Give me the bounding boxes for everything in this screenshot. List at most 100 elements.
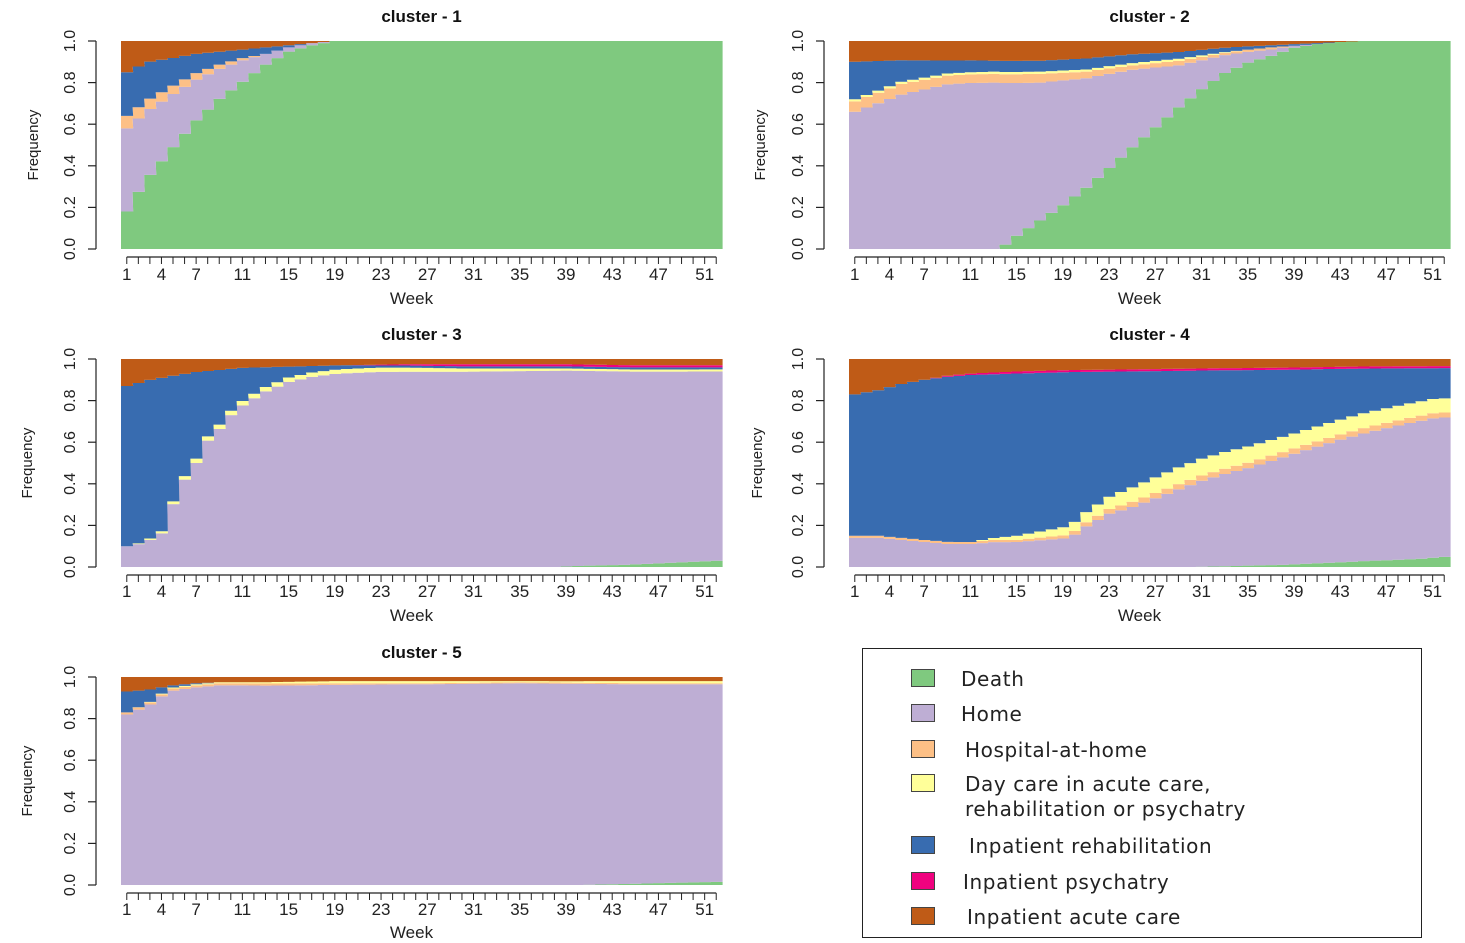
x-tick-label: 23: [372, 900, 391, 919]
x-tick-label: 39: [557, 900, 576, 919]
x-tick-label: 27: [418, 582, 437, 601]
x-tick-label: 1: [122, 265, 131, 284]
y-tick-label: 0.6: [790, 113, 807, 135]
y-tick-label: 0.6: [790, 431, 807, 453]
area-hah: [849, 41, 1451, 112]
area-hah: [849, 412, 1451, 545]
x-tick-label: 7: [919, 265, 928, 284]
area-rehab: [849, 368, 1451, 542]
x-tick-label: 31: [1192, 265, 1211, 284]
area-death: [849, 41, 1451, 249]
panel-title: cluster - 4: [1109, 325, 1190, 344]
x-tick-label: 43: [603, 265, 622, 284]
legend-item-inpatient-rehabilitation: Inpatient rehabilitation: [911, 834, 1212, 859]
y-axis-label: Frequency: [752, 109, 769, 180]
y-tick-label: 1.0: [62, 30, 79, 52]
x-axis-label: Week: [390, 606, 434, 625]
x-tick-label: 27: [1146, 265, 1165, 284]
x-tick-label: 47: [1377, 582, 1396, 601]
y-tick-label: 0.2: [62, 196, 79, 218]
panel-title: cluster - 1: [381, 7, 461, 26]
x-tick-label: 15: [1007, 582, 1026, 601]
x-tick-label: 4: [157, 265, 166, 284]
legend-swatch-death: [911, 669, 935, 687]
panel-title: cluster - 2: [1109, 7, 1189, 26]
x-tick-label: 7: [191, 900, 200, 919]
x-tick-label: 23: [372, 582, 391, 601]
panel-title: cluster - 3: [381, 325, 461, 344]
x-tick-label: 35: [1238, 265, 1257, 284]
x-tick-label: 31: [464, 265, 483, 284]
area-home: [121, 370, 723, 567]
y-tick-label: 0.2: [62, 514, 79, 536]
x-tick-label: 39: [557, 582, 576, 601]
legend-swatch-day-care: [911, 774, 935, 792]
area-daycare: [849, 398, 1451, 542]
legend-label-inpatient-acute-care: Inpatient acute care: [967, 905, 1181, 929]
x-tick-label: 15: [279, 582, 298, 601]
area-rehab: [121, 365, 723, 547]
x-tick-label: 47: [1377, 265, 1396, 284]
x-tick-label: 23: [372, 265, 391, 284]
x-tick-label: 31: [464, 582, 483, 601]
x-tick-label: 31: [1192, 582, 1211, 601]
area-rehab: [849, 41, 1451, 100]
x-tick-label: 1: [122, 900, 131, 919]
y-axis-label: Frequency: [25, 109, 42, 180]
legend-label-inpatient-psychatry: Inpatient psychatry: [963, 870, 1170, 894]
x-tick-label: 43: [1331, 265, 1350, 284]
x-tick-label: 4: [157, 582, 166, 601]
y-tick-label: 0.0: [790, 238, 807, 260]
y-tick-label: 0.0: [62, 874, 79, 896]
x-tick-label: 27: [418, 265, 437, 284]
area-acute: [849, 41, 1451, 62]
legend-swatch-home: [911, 704, 935, 722]
x-tick-label: 19: [325, 900, 344, 919]
legend-label-day-care: Day care in acute care, rehabilitation o…: [965, 772, 1246, 822]
x-tick-label: 4: [885, 265, 894, 284]
x-axis-label: Week: [1118, 606, 1162, 625]
x-tick-label: 11: [234, 582, 252, 601]
x-tick-label: 27: [1146, 582, 1165, 601]
area-acute: [121, 359, 723, 387]
legend-swatch-hospital-at-home: [911, 740, 935, 758]
y-tick-label: 0.6: [62, 749, 79, 771]
y-tick-label: 0.0: [62, 238, 79, 260]
y-tick-label: 0.2: [790, 196, 807, 218]
x-tick-label: 15: [279, 265, 298, 284]
area-home: [849, 417, 1451, 567]
panel-cluster-3: cluster - 3 0.0 0.2 0.4 0.6 0.8 1.0 Frequency 1 4…: [19, 325, 723, 625]
x-tick-label: 4: [157, 900, 166, 919]
x-tick-label: 51: [695, 900, 714, 919]
x-tick-label: 39: [1285, 265, 1304, 284]
y-tick-label: 0.4: [62, 473, 79, 495]
y-tick-label: 0.4: [62, 791, 79, 813]
x-tick-label: 51: [1423, 582, 1442, 601]
x-tick-label: 15: [1007, 265, 1026, 284]
area-acute: [121, 677, 723, 692]
legend-item-inpatient-acute-care: Inpatient acute care: [911, 905, 1181, 930]
x-tick-label: 47: [649, 900, 668, 919]
legend-label-hospital-at-home: Hospital-at-home: [965, 738, 1148, 762]
panel-cluster-5: cluster - 5 0.0 0.2 0.4 0.6 0.8 1.0 Frequency 1 4…: [19, 643, 723, 942]
area-death: [121, 41, 723, 249]
area-psych: [849, 366, 1451, 395]
y-axis-label: Frequency: [19, 427, 36, 498]
y-tick-label: 0.2: [62, 832, 79, 854]
y-tick-label: 1.0: [62, 348, 79, 370]
panel-cluster-4: cluster - 4 0.0 0.2 0.4 0.6 0.8 1.0 Frequency 1 4…: [749, 325, 1451, 625]
y-tick-label: 1.0: [790, 30, 807, 52]
area-acute: [849, 359, 1451, 395]
x-tick-label: 11: [962, 265, 980, 284]
y-tick-label: 0.6: [62, 431, 79, 453]
legend-swatch-inpatient-acute-care: [911, 907, 935, 925]
y-tick-label: 0.4: [62, 155, 79, 177]
legend-item-day-care: Day care in acute care, rehabilitation o…: [911, 772, 1246, 822]
legend-label-death: Death: [961, 667, 1025, 691]
x-tick-label: 7: [919, 582, 928, 601]
panel-cluster-1: cluster - 1 0.0 0.2 0.4 0.6 0.8 1.0 Frequency 1 4…: [25, 7, 723, 308]
x-tick-label: 7: [191, 582, 200, 601]
x-tick-label: 1: [850, 582, 859, 601]
x-tick-label: 35: [1238, 582, 1257, 601]
area-psych: [121, 364, 723, 387]
